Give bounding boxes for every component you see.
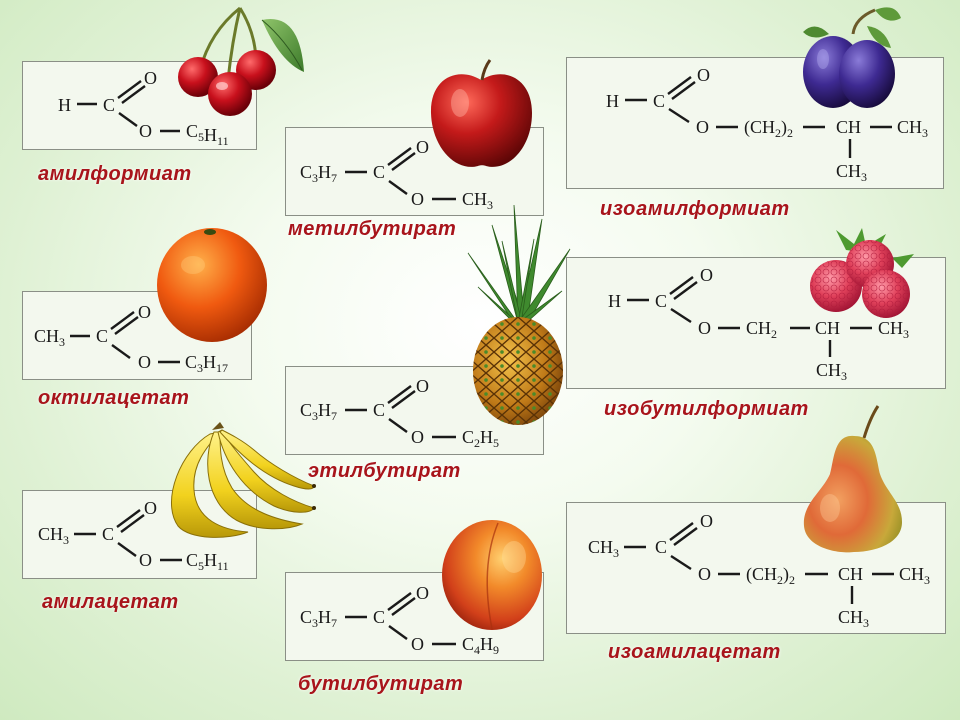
formula-left: C3H7 [300,607,337,630]
formula-carbon: C [655,537,667,557]
formula-isoamylacetate: CH3 C O O (CH2)2 CH CH3 CH3 [588,511,930,630]
plum-icon [803,7,901,108]
formula-ester-oxygen: O [411,634,424,654]
formula-ethylbutyrate: C3H7 C O O C2H5 [300,376,499,450]
formula-carbon: C [103,95,115,115]
pineapple-icon [467,204,571,425]
formula-right: CH3 [899,564,930,587]
formula-ester-oxygen: O [411,189,424,209]
formula-left: C3H7 [300,162,337,185]
formula-alkyl: C5H11 [186,121,229,148]
formula-carbon: C [102,524,114,544]
formula-ester-oxygen: O [411,427,424,447]
formula-carbon: C [373,162,385,182]
formula-branch: CH3 [816,360,847,383]
formula-isoamylformate: H C O O (CH2)2 CH CH3 CH3 [606,65,928,184]
formula-butylbutyrate: C3H7 C O O C4H9 [300,583,499,657]
formula-left: CH3 [34,326,65,349]
formula-left: CH3 [588,537,619,560]
formula-methylbutyrate: C3H7 C O O CH3 [300,137,493,212]
formula-carbonyl-oxygen: O [144,68,157,88]
formula-left: C3H7 [300,400,337,423]
formula-ester-oxygen: O [698,564,711,584]
label-ethylbutyrate: этилбутират [308,460,461,482]
cherry-icon [178,6,304,116]
formula-ester-oxygen: O [696,117,709,137]
formula-carbon: C [96,326,108,346]
label-butylbutyrate: бутилбутират [298,673,464,695]
label-octylacetate: октилацетат [38,387,190,409]
formula-left: H [58,95,71,115]
formula-right: CH3 [897,117,928,140]
formula-carbonyl-oxygen: O [697,65,710,85]
label-amylformate: амилформиат [38,163,192,185]
banana-icon [171,422,316,538]
formula-ester-oxygen: O [138,352,151,372]
raspberry-icon [810,228,914,318]
formula-branch: CH3 [836,161,867,184]
formula-carbonyl-oxygen: O [144,498,157,518]
formula-carbon: C [373,400,385,420]
formula-isobutylformate: H C O O CH2 CH CH3 CH3 [608,265,909,383]
formula-carbonyl-oxygen: O [138,302,151,322]
formula-ch: CH [838,564,863,584]
formula-left: H [608,291,621,311]
formula-carbonyl-oxygen: O [416,583,429,603]
formula-carbonyl-oxygen: O [416,376,429,396]
formula-left: CH3 [38,524,69,547]
label-methylbutyrate: метилбутират [288,218,457,240]
formula-carbonyl-oxygen: O [700,511,713,531]
formula-alkyl: C5H11 [186,550,229,573]
formula-amylformate: H C O O C5H11 [58,68,229,148]
formula-chain: (CH2)2 [746,564,795,587]
formula-chain: CH2 [746,318,777,341]
formula-carbonyl-oxygen: O [416,137,429,157]
orange-icon [157,228,267,342]
formula-branch: CH3 [838,607,869,630]
formula-alkyl: CH3 [462,189,493,212]
formula-carbonyl-oxygen: O [700,265,713,285]
label-isobutylformate: изобутилформиат [604,398,809,420]
formula-right: CH3 [878,318,909,341]
formula-carbon: C [655,291,667,311]
label-amylacetate: амилацетат [42,591,179,613]
pear-icon [803,405,902,553]
formula-ester-oxygen: O [139,550,152,570]
apple-icon [430,59,532,167]
formula-ester-oxygen: O [139,121,152,141]
formula-ester-oxygen: O [698,318,711,338]
formula-ch: CH [815,318,840,338]
formula-alkyl: C2H5 [462,427,499,450]
formula-ch: CH [836,117,861,137]
formula-carbon: C [373,607,385,627]
label-isoamylacetate: изоамилацетат [608,641,781,663]
formula-alkyl: C4H9 [462,634,499,657]
formula-alkyl: C3H17 [185,352,228,375]
label-isoamylformate: изоамилформиат [600,198,790,220]
peach-icon [442,520,542,630]
formula-carbon: C [653,91,665,111]
formula-chain: (CH2)2 [744,117,793,140]
formula-left: H [606,91,619,111]
